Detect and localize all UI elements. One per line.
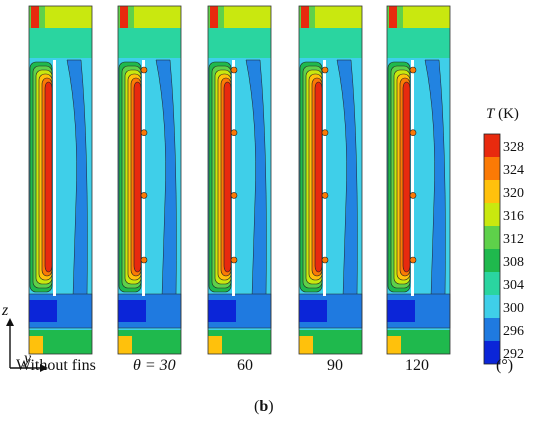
cold-plume xyxy=(245,59,267,297)
upper-region xyxy=(29,28,92,58)
top-strip-right xyxy=(134,6,181,28)
upper-region xyxy=(387,28,450,58)
divider-wall xyxy=(142,60,145,296)
lower-jet-core xyxy=(208,300,236,322)
top-strip-core xyxy=(210,6,218,28)
legend-swatch xyxy=(484,157,500,180)
top-strip-core xyxy=(389,6,397,28)
lower-jet-core xyxy=(118,300,146,322)
legend-swatch xyxy=(484,203,500,226)
panel-label: (b) xyxy=(254,398,274,415)
top-strip-core xyxy=(301,6,309,28)
legend-tick: 328 xyxy=(503,140,524,155)
wall-band xyxy=(133,81,142,273)
lower-jet-core xyxy=(299,300,327,322)
fin-marker xyxy=(230,192,238,199)
legend-swatch xyxy=(484,341,500,364)
panel-outline xyxy=(117,5,182,355)
top-strip-right xyxy=(315,6,362,28)
fin-marker xyxy=(230,66,238,74)
fin-marker xyxy=(409,129,417,136)
legend-swatch xyxy=(484,295,500,318)
divider-wall xyxy=(323,60,326,296)
legend-tick: 320 xyxy=(503,186,524,201)
bottom-strip-warm xyxy=(29,336,43,354)
wall-band xyxy=(314,81,323,273)
cold-plume xyxy=(66,59,88,297)
fin-marker xyxy=(409,66,417,74)
fin-marker xyxy=(230,256,238,264)
cold-plume xyxy=(336,59,358,297)
top-strip-right xyxy=(224,6,271,28)
lower-jet-core xyxy=(387,300,415,322)
legend-swatch xyxy=(484,180,500,203)
legend-tick: 312 xyxy=(503,232,524,247)
panel-outline xyxy=(207,5,272,355)
upper-region xyxy=(118,28,181,58)
fin-marker xyxy=(321,256,329,264)
legend-swatch xyxy=(484,272,500,295)
panel-outline xyxy=(386,5,451,355)
wall-band xyxy=(44,81,53,273)
fin-marker xyxy=(409,256,417,264)
legend-title: T (K) xyxy=(486,106,519,122)
top-strip-right xyxy=(403,6,450,28)
wall-band xyxy=(402,81,411,273)
axis-z-label: z xyxy=(2,302,9,319)
fin-marker xyxy=(140,129,148,136)
legend-tick: 308 xyxy=(503,255,524,270)
fin-marker xyxy=(140,192,148,199)
legend-tick: 304 xyxy=(503,278,524,293)
top-strip-right xyxy=(45,6,92,28)
fin-marker xyxy=(409,192,417,199)
case-label-90: 90 xyxy=(327,357,343,374)
legend-tick: 300 xyxy=(503,301,524,316)
bottom-strip-warm xyxy=(387,336,401,354)
lower-jet-core xyxy=(29,300,57,322)
axis-y-arrowhead xyxy=(40,364,48,372)
legend-tick: 292 xyxy=(503,347,524,362)
fin-marker xyxy=(321,192,329,199)
panel-outline xyxy=(298,5,363,355)
legend-tick: 316 xyxy=(503,209,524,224)
wall-band xyxy=(223,81,232,273)
upper-region xyxy=(208,28,271,58)
legend-swatch xyxy=(484,249,500,272)
cold-plume xyxy=(424,59,446,297)
unit-label: (°) xyxy=(496,357,514,374)
divider-wall xyxy=(232,60,235,296)
divider-wall xyxy=(53,60,56,296)
legend-tick: 296 xyxy=(503,324,524,339)
axis-y-label: y xyxy=(24,350,32,367)
divider-wall xyxy=(411,60,414,296)
fin-marker xyxy=(140,256,148,264)
top-strip-core xyxy=(120,6,128,28)
top-strip-core xyxy=(31,6,39,28)
legend-bar-outline xyxy=(483,133,501,365)
legend-swatch xyxy=(484,134,500,157)
bottom-strip-warm xyxy=(118,336,132,354)
bottom-strip-warm xyxy=(208,336,222,354)
fin-marker xyxy=(230,129,238,136)
legend-swatch xyxy=(484,318,500,341)
fin-marker xyxy=(321,66,329,74)
axis-z-arrowhead xyxy=(6,318,14,326)
case-label-60: 60 xyxy=(237,357,253,374)
legend-tick: 324 xyxy=(503,163,524,178)
legend-swatch xyxy=(484,226,500,249)
fin-marker xyxy=(140,66,148,74)
case-label-without-fins: Without fins xyxy=(16,357,96,374)
upper-region xyxy=(299,28,362,58)
bottom-strip-warm xyxy=(299,336,313,354)
fin-marker xyxy=(321,129,329,136)
panel-outline xyxy=(28,5,93,355)
cold-plume xyxy=(155,59,177,297)
case-label-120: 120 xyxy=(405,357,429,374)
case-label-theta-30: θ = 30 xyxy=(133,357,176,374)
